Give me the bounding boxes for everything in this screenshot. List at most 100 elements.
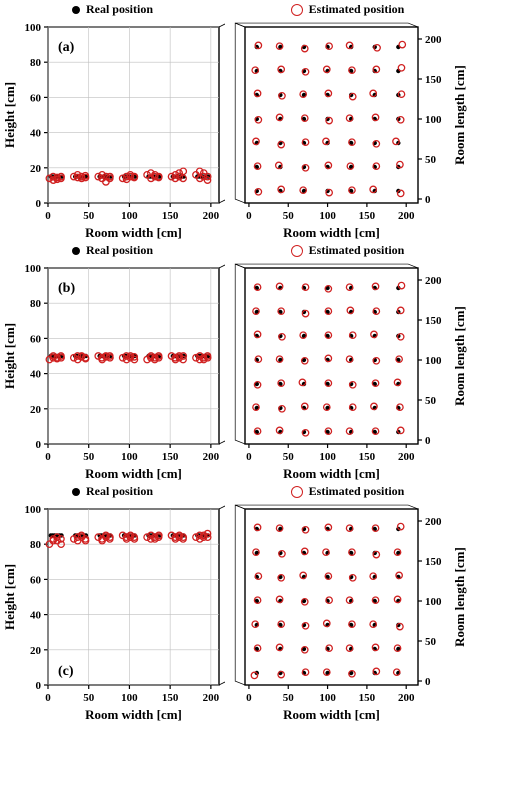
legend-row: Real position Estimated position [0,0,505,19]
x-axis-label: Room width [cm] [85,466,182,481]
legend-estimated-text: Estimated position [309,2,405,17]
svg-text:100: 100 [319,692,336,704]
svg-text:100: 100 [25,22,42,34]
y-axis-label: Height [cm] [2,564,17,630]
figure-root: Real position Estimated position 0 20 40 60… [0,0,505,723]
svg-text:200: 200 [425,275,442,287]
svg-text:0: 0 [45,692,51,704]
svg-text:80: 80 [30,57,42,69]
x-axis-label: Room width [cm] [283,707,380,722]
svg-text:100: 100 [121,451,138,463]
svg-text:0: 0 [246,451,252,463]
left-panel-b: 020406080100050100150200Room width [cm]H… [0,262,225,482]
legend-row: Real position Estimated position [0,482,505,501]
panel-tag: (b) [58,281,75,296]
svg-text:150: 150 [162,451,179,463]
svg-text:150: 150 [425,556,442,568]
svg-text:150: 150 [359,451,376,463]
charts-row-a: 020406080100050100150200Room width [cm]H… [0,19,505,241]
panel-tag: (c) [58,664,74,679]
svg-text:200: 200 [425,516,442,528]
svg-text:150: 150 [359,692,376,704]
svg-text:150: 150 [425,74,442,86]
legend-real: Real position [0,484,225,499]
svg-text:0: 0 [45,451,51,463]
legend-estimated-text: Estimated position [309,484,405,499]
svg-text:0: 0 [425,435,431,447]
svg-text:50: 50 [83,692,95,704]
x-axis-label: Room width [cm] [283,466,380,481]
svg-text:100: 100 [425,596,442,608]
svg-text:80: 80 [30,539,42,551]
svg-text:0: 0 [36,680,42,692]
svg-text:40: 40 [30,610,42,622]
svg-text:100: 100 [425,114,442,126]
real-marker-icon [72,6,80,14]
left-panel-a: 020406080100050100150200Room width [cm]H… [0,21,225,241]
svg-text:50: 50 [283,692,295,704]
svg-text:150: 150 [162,692,179,704]
estimated-marker-icon [291,4,303,16]
legend-row: Real position Estimated position [0,241,505,260]
svg-text:50: 50 [425,154,437,166]
svg-text:150: 150 [425,315,442,327]
svg-text:20: 20 [30,404,42,416]
charts-row-b: 020406080100050100150200Room width [cm]H… [0,260,505,482]
estimated-marker-icon [291,245,303,257]
svg-text:200: 200 [425,34,442,46]
left-panel-c: 020406080100050100150200Room width [cm]H… [0,503,225,723]
svg-text:100: 100 [319,451,336,463]
legend-real: Real position [0,243,225,258]
svg-text:200: 200 [398,692,415,704]
legend-estimated: Estimated position [225,484,470,499]
svg-text:100: 100 [121,692,138,704]
svg-text:200: 200 [203,451,220,463]
svg-text:200: 200 [203,210,220,222]
estimated-marker-icon [291,486,303,498]
svg-text:80: 80 [30,298,42,310]
charts-row-c: 020406080100050100150200Room width [cm]H… [0,501,505,723]
svg-text:100: 100 [425,355,442,367]
svg-text:100: 100 [319,210,336,222]
svg-text:150: 150 [359,210,376,222]
legend-real-text: Real position [86,243,153,258]
svg-text:200: 200 [398,451,415,463]
svg-text:0: 0 [36,198,42,210]
svg-text:200: 200 [398,210,415,222]
svg-text:0: 0 [246,692,252,704]
legend-real-text: Real position [86,484,153,499]
y-axis-label-right: Room length [cm] [452,547,467,647]
svg-text:150: 150 [162,210,179,222]
svg-text:40: 40 [30,128,42,140]
svg-text:0: 0 [246,210,252,222]
y-axis-label-right: Room length [cm] [452,65,467,165]
svg-text:20: 20 [30,645,42,657]
svg-text:0: 0 [45,210,51,222]
svg-text:60: 60 [30,92,42,104]
y-axis-label: Height [cm] [2,82,17,148]
legend-real-text: Real position [86,2,153,17]
x-axis-label: Room width [cm] [283,225,380,240]
real-marker-icon [72,488,80,496]
x-axis-label: Room width [cm] [85,707,182,722]
legend-estimated-text: Estimated position [309,243,405,258]
svg-text:50: 50 [283,451,295,463]
right-panel-b: 050100150200050100150200Room width [cm]R… [225,262,470,482]
y-axis-label-right: Room length [cm] [452,306,467,406]
svg-text:50: 50 [83,451,95,463]
svg-text:60: 60 [30,333,42,345]
svg-text:0: 0 [36,439,42,451]
plot-box [245,268,418,444]
right-panel-c: 050100150200050100150200Room width [cm]R… [225,503,470,723]
svg-text:100: 100 [121,210,138,222]
svg-text:100: 100 [25,504,42,516]
panel-tag: (a) [58,40,75,55]
svg-text:0: 0 [425,194,431,206]
svg-text:100: 100 [25,263,42,275]
svg-text:50: 50 [425,636,437,648]
x-axis-label: Room width [cm] [85,225,182,240]
real-marker-icon [72,247,80,255]
plot-box [245,27,418,203]
legend-estimated: Estimated position [225,243,470,258]
svg-text:50: 50 [283,210,295,222]
